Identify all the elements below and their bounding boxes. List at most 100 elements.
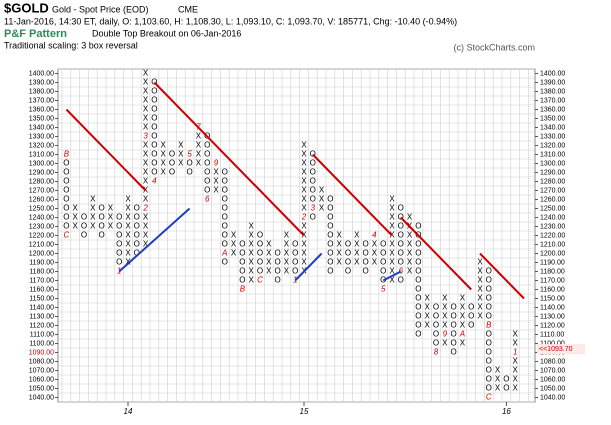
o-box: O xyxy=(257,231,263,240)
x-box: X xyxy=(477,303,483,312)
o-box: O xyxy=(380,240,386,249)
y-tick-label-right: 1150.00 xyxy=(540,295,565,302)
x-box: X xyxy=(301,222,307,231)
x-box: X xyxy=(513,357,519,366)
o-box: O xyxy=(345,249,351,258)
x-box: X xyxy=(407,267,413,276)
trendline xyxy=(294,252,323,282)
x-box: X xyxy=(495,366,501,375)
y-tick-label-right: 1400.00 xyxy=(540,70,565,77)
y-tick-label: 1360.00 xyxy=(29,106,54,113)
o-box: O xyxy=(415,222,421,231)
o-box: O xyxy=(81,213,87,222)
x-box: X xyxy=(196,159,202,168)
o-box: O xyxy=(151,87,157,96)
o-box: O xyxy=(486,384,492,393)
trendline xyxy=(153,81,305,237)
x-box: X xyxy=(301,150,307,159)
o-box: O xyxy=(151,123,157,132)
o-box: O xyxy=(116,258,122,267)
y-tick-label: 1340.00 xyxy=(29,124,54,131)
y-tick-label: 1400.00 xyxy=(29,70,54,77)
x-box: X xyxy=(319,195,325,204)
x-box: X xyxy=(125,222,131,231)
o-box: O xyxy=(98,222,104,231)
x-box: X xyxy=(301,186,307,195)
x-box: X xyxy=(143,168,149,177)
o-box: O xyxy=(345,267,351,276)
x-box: X xyxy=(389,195,395,204)
y-tick-label-right: 1390.00 xyxy=(540,79,565,86)
o-box: O xyxy=(398,204,404,213)
o-box: O xyxy=(327,240,333,249)
o-box: O xyxy=(239,240,245,249)
o-box: O xyxy=(239,249,245,258)
x-box: X xyxy=(143,240,149,249)
x-box: X xyxy=(477,267,483,276)
x-box: X xyxy=(477,276,483,285)
o-box: O xyxy=(362,258,368,267)
o-box: O xyxy=(450,303,456,312)
o-box: O xyxy=(327,231,333,240)
o-box: O xyxy=(81,231,87,240)
o-box: O xyxy=(415,294,421,303)
x-box: X xyxy=(284,267,290,276)
o-box: O xyxy=(222,186,228,195)
o-box: O xyxy=(186,159,192,168)
x-box: X xyxy=(513,366,519,375)
x-box: X xyxy=(442,339,448,348)
y-tick-label: 1210.00 xyxy=(29,241,54,248)
x-box: X xyxy=(337,240,343,249)
month-marker: 6 xyxy=(205,195,210,204)
plot-area xyxy=(57,68,536,403)
o-box: O xyxy=(415,258,421,267)
o-box: O xyxy=(486,366,492,375)
y-tick-label: 1200.00 xyxy=(29,250,54,257)
month-marker: 5 xyxy=(187,150,192,159)
x-box: X xyxy=(143,213,149,222)
o-box: O xyxy=(415,240,421,249)
x-box: X xyxy=(249,249,255,258)
o-box: O xyxy=(169,168,175,177)
o-box: O xyxy=(345,240,351,249)
o-box: O xyxy=(222,195,228,204)
x-box: X xyxy=(125,195,131,204)
symbol: $GOLD xyxy=(4,0,49,15)
x-box: X xyxy=(495,375,501,384)
x-box: X xyxy=(143,177,149,186)
x-box: X xyxy=(372,258,378,267)
x-box: X xyxy=(143,195,149,204)
x-box: X xyxy=(196,132,202,141)
month-marker: A xyxy=(459,330,465,339)
o-box: O xyxy=(257,240,263,249)
o-box: O xyxy=(257,267,263,276)
x-box: X xyxy=(178,150,184,159)
o-box: O xyxy=(468,303,474,312)
y-tick-label-right: 1380.00 xyxy=(540,88,565,95)
x-tick-label: 14 xyxy=(124,407,133,416)
x-box: X xyxy=(460,321,466,330)
x-box: X xyxy=(372,249,378,258)
y-tick-label: 1110.00 xyxy=(30,331,54,338)
x-box: X xyxy=(266,267,272,276)
y-tick-label: 1080.00 xyxy=(29,358,54,365)
y-tick-label: 1190.00 xyxy=(29,259,54,266)
trendline xyxy=(312,153,393,237)
o-box: O xyxy=(433,312,439,321)
o-box: O xyxy=(274,267,280,276)
o-box: O xyxy=(433,321,439,330)
x-box: X xyxy=(249,258,255,267)
o-box: O xyxy=(398,258,404,267)
o-box: O xyxy=(327,267,333,276)
x-box: X xyxy=(442,303,448,312)
o-box: O xyxy=(450,330,456,339)
x-box: X xyxy=(196,150,202,159)
pattern: Double Top Breakout on 06-Jan-2016 xyxy=(92,28,241,38)
o-box: O xyxy=(362,240,368,249)
y-tick-label: 1050.00 xyxy=(29,385,54,392)
y-tick-label-right: 1060.00 xyxy=(540,376,565,383)
o-box: O xyxy=(362,249,368,258)
o-box: O xyxy=(151,96,157,105)
x-box: X xyxy=(161,141,167,150)
